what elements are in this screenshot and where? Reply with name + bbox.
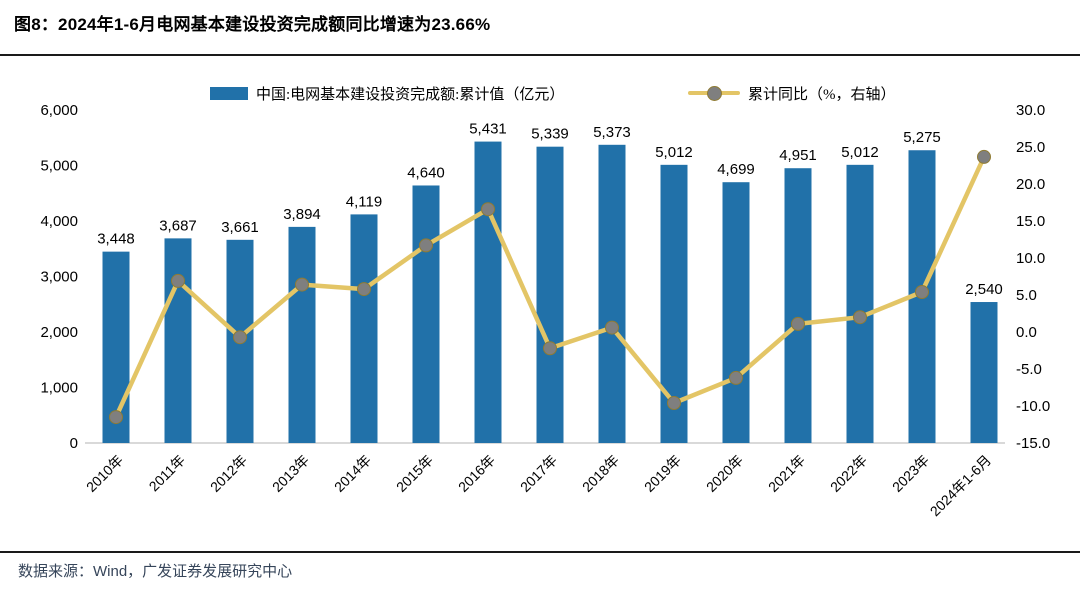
bar-value-label: 5,275 xyxy=(903,129,941,146)
right-axis-tick-label: 0.0 xyxy=(1016,324,1037,341)
left-axis-tick-label: 6,000 xyxy=(40,102,78,119)
x-axis-category-label: 2014年 xyxy=(331,452,374,495)
left-axis-tick-label: 1,000 xyxy=(40,380,78,397)
yoy-line-point xyxy=(977,149,991,164)
yoy-line-point xyxy=(109,410,123,425)
legend-bar-label: 中国:电网基本建设投资完成额:累计值（亿元） xyxy=(256,86,565,103)
x-axis-category-label: 2024年1-6月 xyxy=(927,452,994,519)
yoy-line-point xyxy=(667,396,681,410)
footer-divider xyxy=(0,551,1080,553)
bar-swatch-icon xyxy=(210,86,248,100)
left-axis-tick-label: 2,000 xyxy=(40,324,78,341)
yoy-line-point xyxy=(915,285,929,299)
bar-value-label: 5,373 xyxy=(593,124,631,141)
x-axis-category-label: 2022年 xyxy=(827,452,870,495)
bar xyxy=(474,141,502,443)
x-axis-category-label: 2016年 xyxy=(455,452,498,495)
yoy-line-point xyxy=(791,316,805,331)
bar-value-label: 3,661 xyxy=(221,219,259,236)
bar-value-label: 4,640 xyxy=(407,164,445,181)
bar xyxy=(598,144,626,443)
legend-line-label: 累计同比（%，右轴） xyxy=(748,86,896,103)
bar xyxy=(722,182,750,443)
data-source-note: 数据来源：Wind，广发证券发展研究中心 xyxy=(18,563,293,580)
x-axis-category-label: 2010年 xyxy=(83,452,126,495)
yoy-line-point xyxy=(481,202,495,217)
bar-value-label: 3,894 xyxy=(283,206,321,223)
bar-value-label: 2,540 xyxy=(965,281,1003,298)
left-axis-tick-label: 5,000 xyxy=(40,158,78,175)
bar-value-label: 5,012 xyxy=(841,144,879,161)
yoy-line-point xyxy=(295,277,309,292)
right-axis-tick-label: 10.0 xyxy=(1016,250,1045,267)
bar xyxy=(970,302,998,443)
x-axis-category-label: 2015年 xyxy=(393,452,436,495)
bar xyxy=(536,146,564,444)
yoy-line-point xyxy=(357,282,371,297)
yoy-line-point xyxy=(171,273,185,288)
x-axis-category-label: 2013年 xyxy=(269,452,312,495)
bar xyxy=(846,164,874,444)
figure-title: 图8：2024年1-6月电网基本建设投资完成额同比增速为23.66% xyxy=(14,15,491,34)
left-axis-tick-label: 0 xyxy=(70,435,78,452)
bar xyxy=(164,238,192,443)
x-axis-category-label: 2021年 xyxy=(765,452,808,495)
bar-value-label: 4,951 xyxy=(779,147,817,164)
right-axis-tick-label: -5.0 xyxy=(1016,361,1042,378)
x-axis-category-label: 2011年 xyxy=(146,452,189,495)
bar-value-label: 3,687 xyxy=(159,217,197,234)
yoy-line-point xyxy=(729,370,743,385)
title-divider xyxy=(0,54,1080,56)
right-axis-tick-label: 25.0 xyxy=(1016,139,1045,156)
x-axis-category-label: 2018年 xyxy=(579,452,622,495)
bar xyxy=(784,168,812,444)
left-axis-tick-label: 3,000 xyxy=(40,269,78,286)
x-axis-category-label: 2019年 xyxy=(641,452,684,495)
yoy-line-point xyxy=(543,341,557,356)
chart-canvas: 6,000 5,000 4,000 3,000 2,000 1,000 0 30.0 25.0 2… xyxy=(40,102,1050,519)
x-axis-category-label: 2023年 xyxy=(889,452,932,495)
right-axis-tick-label: 15.0 xyxy=(1016,213,1045,230)
bar xyxy=(288,226,316,443)
x-axis-category-label: 2017年 xyxy=(517,452,560,495)
left-axis-tick-label: 4,000 xyxy=(40,213,78,230)
bar-value-label: 5,431 xyxy=(469,121,507,138)
bar-value-label: 4,699 xyxy=(717,161,755,178)
x-axis-category-label: 2012年 xyxy=(207,452,250,495)
yoy-line-point xyxy=(233,330,247,345)
right-axis-tick-label: 20.0 xyxy=(1016,176,1045,193)
right-axis-tick-label: 5.0 xyxy=(1016,287,1037,304)
legend-item-bar-series[interactable]: 中国:电网基本建设投资完成额:累计值（亿元） xyxy=(210,84,565,103)
right-axis-tick-label: -10.0 xyxy=(1016,398,1050,415)
bar xyxy=(350,214,378,443)
line-swatch-icon xyxy=(688,86,740,101)
yoy-line-point xyxy=(605,320,619,335)
right-axis-tick-label: -15.0 xyxy=(1016,435,1050,452)
yoy-line-point xyxy=(419,238,433,253)
right-axis-tick-label: 30.0 xyxy=(1016,102,1045,119)
bar-value-label: 4,119 xyxy=(346,193,382,210)
bar xyxy=(412,185,440,444)
yoy-line-point xyxy=(853,310,867,325)
bar-value-label: 5,339 xyxy=(531,126,569,143)
legend-item-line-series[interactable]: 累计同比（%，右轴） xyxy=(688,84,896,103)
x-axis-category-label: 2020年 xyxy=(703,452,746,495)
bar-value-label: 5,012 xyxy=(655,144,693,161)
bar-value-label: 3,448 xyxy=(97,231,135,248)
